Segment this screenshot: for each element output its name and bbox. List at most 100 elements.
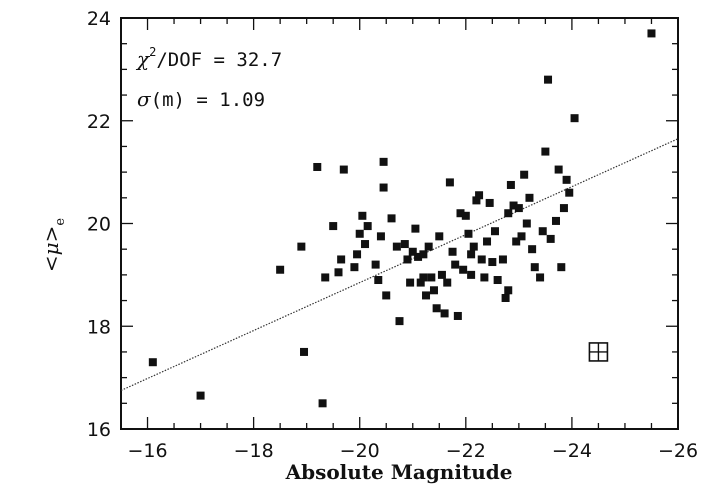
data-point [443,278,452,287]
data-point [501,293,510,302]
y-tick-label: 24 [87,8,111,30]
y-tick-label: 20 [87,214,111,236]
data-point [451,260,460,269]
data-point [429,286,438,295]
fit-line [120,138,679,392]
x-tick-label: −18 [234,440,274,462]
data-point [551,216,560,225]
data-point [472,196,481,205]
data-point [432,304,441,313]
data-point [400,240,409,249]
x-axis-title: Absolute Magnitude [285,460,513,484]
data-point [313,162,322,171]
data-point [376,232,385,241]
data-point [483,237,492,246]
x-tick-label: −22 [446,440,486,462]
data-point [448,247,457,256]
data-point [337,255,346,264]
data-point [435,232,444,241]
data-point [456,209,465,218]
data-point [379,183,388,192]
data-point [461,211,470,220]
data-point [506,180,515,189]
data-point [406,278,415,287]
data-point [554,165,563,174]
data-point [488,258,497,267]
data-point [445,178,454,187]
data-point [464,229,473,238]
data-point [411,224,420,233]
data-point [538,227,547,236]
data-point [318,399,327,408]
x-tick-label: −24 [552,440,592,462]
data-point [565,188,574,197]
sigma-annotation: σ(m) = 1.09 [137,87,265,111]
data-point [424,242,433,251]
data-point [520,170,529,179]
data-point [353,250,362,259]
data-point [504,209,513,218]
data-point [300,347,309,356]
data-point [419,250,428,259]
data-point [528,245,537,254]
data-point [477,255,486,264]
data-point [467,270,476,279]
data-point [469,242,478,251]
data-point [355,229,364,238]
data-point [358,211,367,220]
data-point [403,255,412,264]
data-point [379,157,388,166]
data-point [536,273,545,282]
y-axis-title: <μ>e [39,218,68,273]
data-point [530,263,539,272]
data-point [557,263,566,272]
data-point [350,263,359,272]
x-tick-label: −16 [127,440,167,462]
data-point [512,237,521,246]
data-point [276,265,285,274]
data-point [504,286,513,295]
data-point [382,291,391,300]
error-bar-marker [588,342,609,362]
data-point [361,240,370,249]
y-tick-label: 22 [87,111,111,133]
data-point [570,114,579,123]
data-point [392,242,401,251]
data-points [148,29,656,408]
data-point [427,273,436,282]
x-tick-label: −26 [658,440,698,462]
data-point [493,276,502,285]
data-point [541,147,550,156]
data-point [440,309,449,318]
chi-annotation: χ2/DOF = 32.7 [135,45,282,71]
data-point [559,204,568,213]
data-point [321,273,330,282]
data-point [416,278,425,287]
data-point [395,317,404,326]
data-point [498,255,507,264]
x-tick-label: −20 [340,440,380,462]
data-point [371,260,380,269]
data-point [422,291,431,300]
data-point [647,29,656,38]
data-point [485,198,494,207]
y-tick-label: 18 [87,316,111,338]
data-point [408,247,417,256]
data-point [374,276,383,285]
data-point [334,268,343,277]
data-point [414,252,423,261]
data-point [525,193,534,202]
data-point [148,358,157,367]
data-point [517,232,526,241]
data-point [480,273,489,282]
data-point [475,191,484,200]
data-point [437,270,446,279]
data-point [546,234,555,243]
data-point [467,250,476,259]
data-point [453,311,462,320]
data-point [339,165,348,174]
data-point [196,391,205,400]
data-point [562,175,571,184]
y-tick-label: 16 [87,419,111,441]
